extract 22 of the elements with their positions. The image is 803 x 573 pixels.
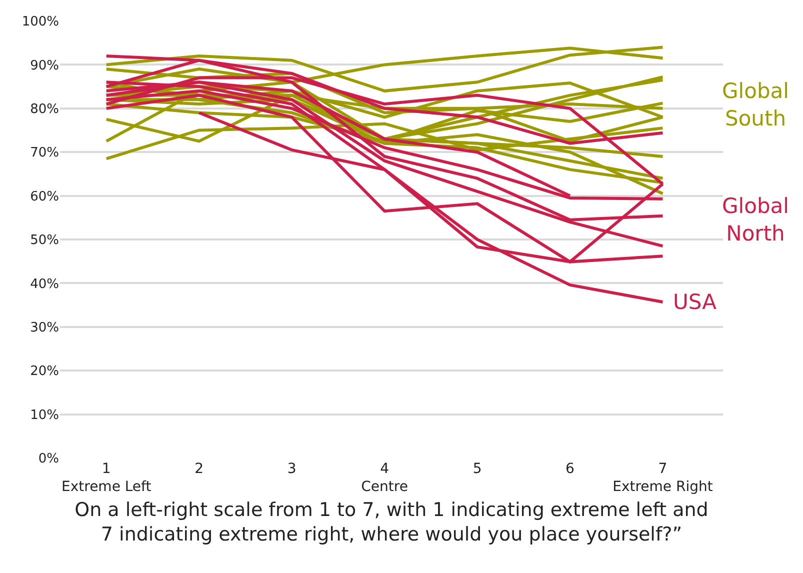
annotation: Global North xyxy=(722,194,789,246)
x-tick-label: 3 xyxy=(287,461,296,477)
y-tick-label: 10% xyxy=(30,408,59,423)
y-tick-label: 30% xyxy=(30,320,59,336)
x-tick-label: 7 Extreme Right xyxy=(612,461,714,496)
x-tick-label: 2 xyxy=(194,461,204,477)
y-tick-label: 70% xyxy=(30,146,59,161)
y-tick-label: 40% xyxy=(30,276,59,292)
y-tick-label: 50% xyxy=(30,233,59,248)
y-tick-label: 100% xyxy=(22,14,59,30)
y-tick-label: 0% xyxy=(38,452,59,467)
x-tick-label: 6 xyxy=(566,461,575,477)
y-tick-label: 80% xyxy=(30,102,59,117)
series-label: USA xyxy=(673,290,718,314)
y-tick-label: 20% xyxy=(30,364,59,380)
x-axis-title: On a left-right scale from 1 to 7, with 1 indicating extreme left and 7 indicating extreme right, where would you place yourself?” xyxy=(74,499,708,546)
x-tick-label: 5 xyxy=(472,461,482,477)
y-tick-label: 60% xyxy=(30,189,59,204)
x-tick-label: 4 Centre xyxy=(361,461,408,496)
y-tick-label: 90% xyxy=(30,58,59,74)
x-tick-label: 1 Extreme Left xyxy=(61,461,152,496)
annotation: Global South xyxy=(722,79,789,130)
